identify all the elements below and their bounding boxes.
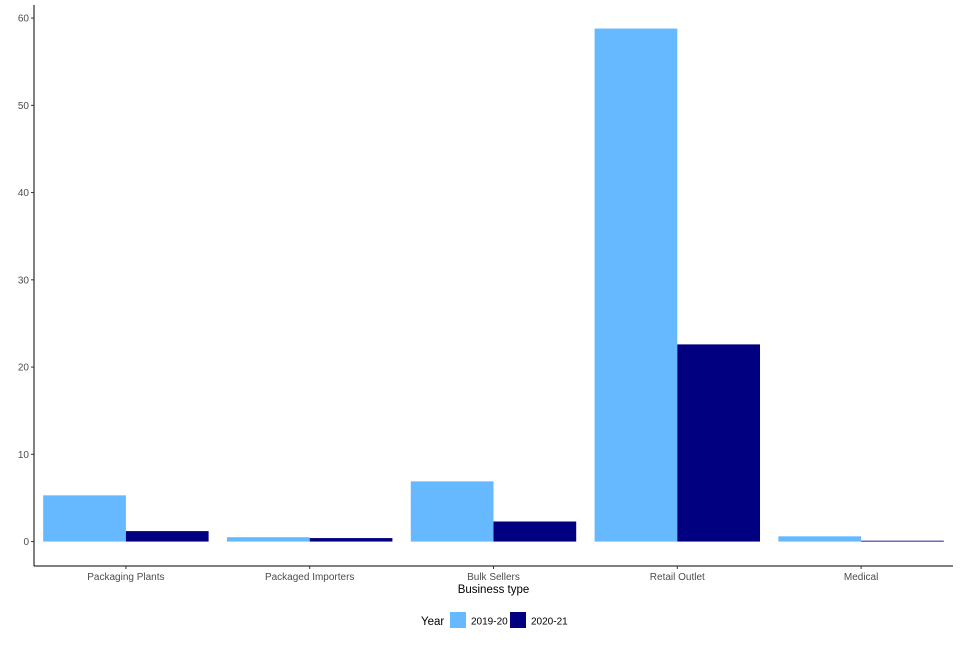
x-tick-label: Packaging Plants (87, 572, 164, 583)
bar-2020-21 (125, 531, 209, 542)
y-tick-label: 50 (18, 101, 30, 112)
y-tick-label: 20 (18, 363, 30, 374)
legend-swatch-2019-20 (450, 612, 466, 628)
x-axis-ticks: Packaging Plants Packaged Importers Bulk S… (87, 566, 878, 583)
y-tick-label: 30 (18, 275, 30, 286)
y-tick-label: 10 (18, 450, 30, 461)
bar-2020-21 (493, 521, 577, 542)
bar-2019-20 (43, 495, 126, 542)
bar-2020-21 (677, 344, 761, 542)
bars-layer (43, 28, 944, 542)
x-tick-label: Packaged Importers (265, 572, 355, 583)
bar-2020-21 (861, 540, 944, 542)
legend: Year 2019-20 2020-21 (421, 612, 568, 628)
bar-2019-20 (410, 481, 494, 542)
legend-swatch-2020-21 (510, 612, 526, 628)
x-tick-label: Retail Outlet (650, 572, 705, 583)
legend-items: 2019-20 2020-21 (450, 612, 568, 628)
legend-title: Year (421, 616, 444, 628)
bar-2019-20 (778, 536, 862, 542)
y-tick-label: 40 (18, 188, 30, 199)
y-tick-label: 0 (23, 537, 29, 548)
bar-2019-20 (594, 28, 678, 542)
y-axis-ticks: 0 10 20 30 40 50 60 (18, 14, 34, 548)
x-tick-label: Medical (844, 572, 878, 583)
x-tick-label: Bulk Sellers (467, 572, 520, 583)
legend-label-2020-21: 2020-21 (531, 617, 568, 628)
bar-2020-21 (309, 538, 393, 542)
bar-2019-20 (226, 537, 310, 542)
y-tick-label: 60 (18, 14, 30, 25)
legend-label-2019-20: 2019-20 (471, 617, 508, 628)
x-axis-title: Business type (458, 584, 530, 596)
